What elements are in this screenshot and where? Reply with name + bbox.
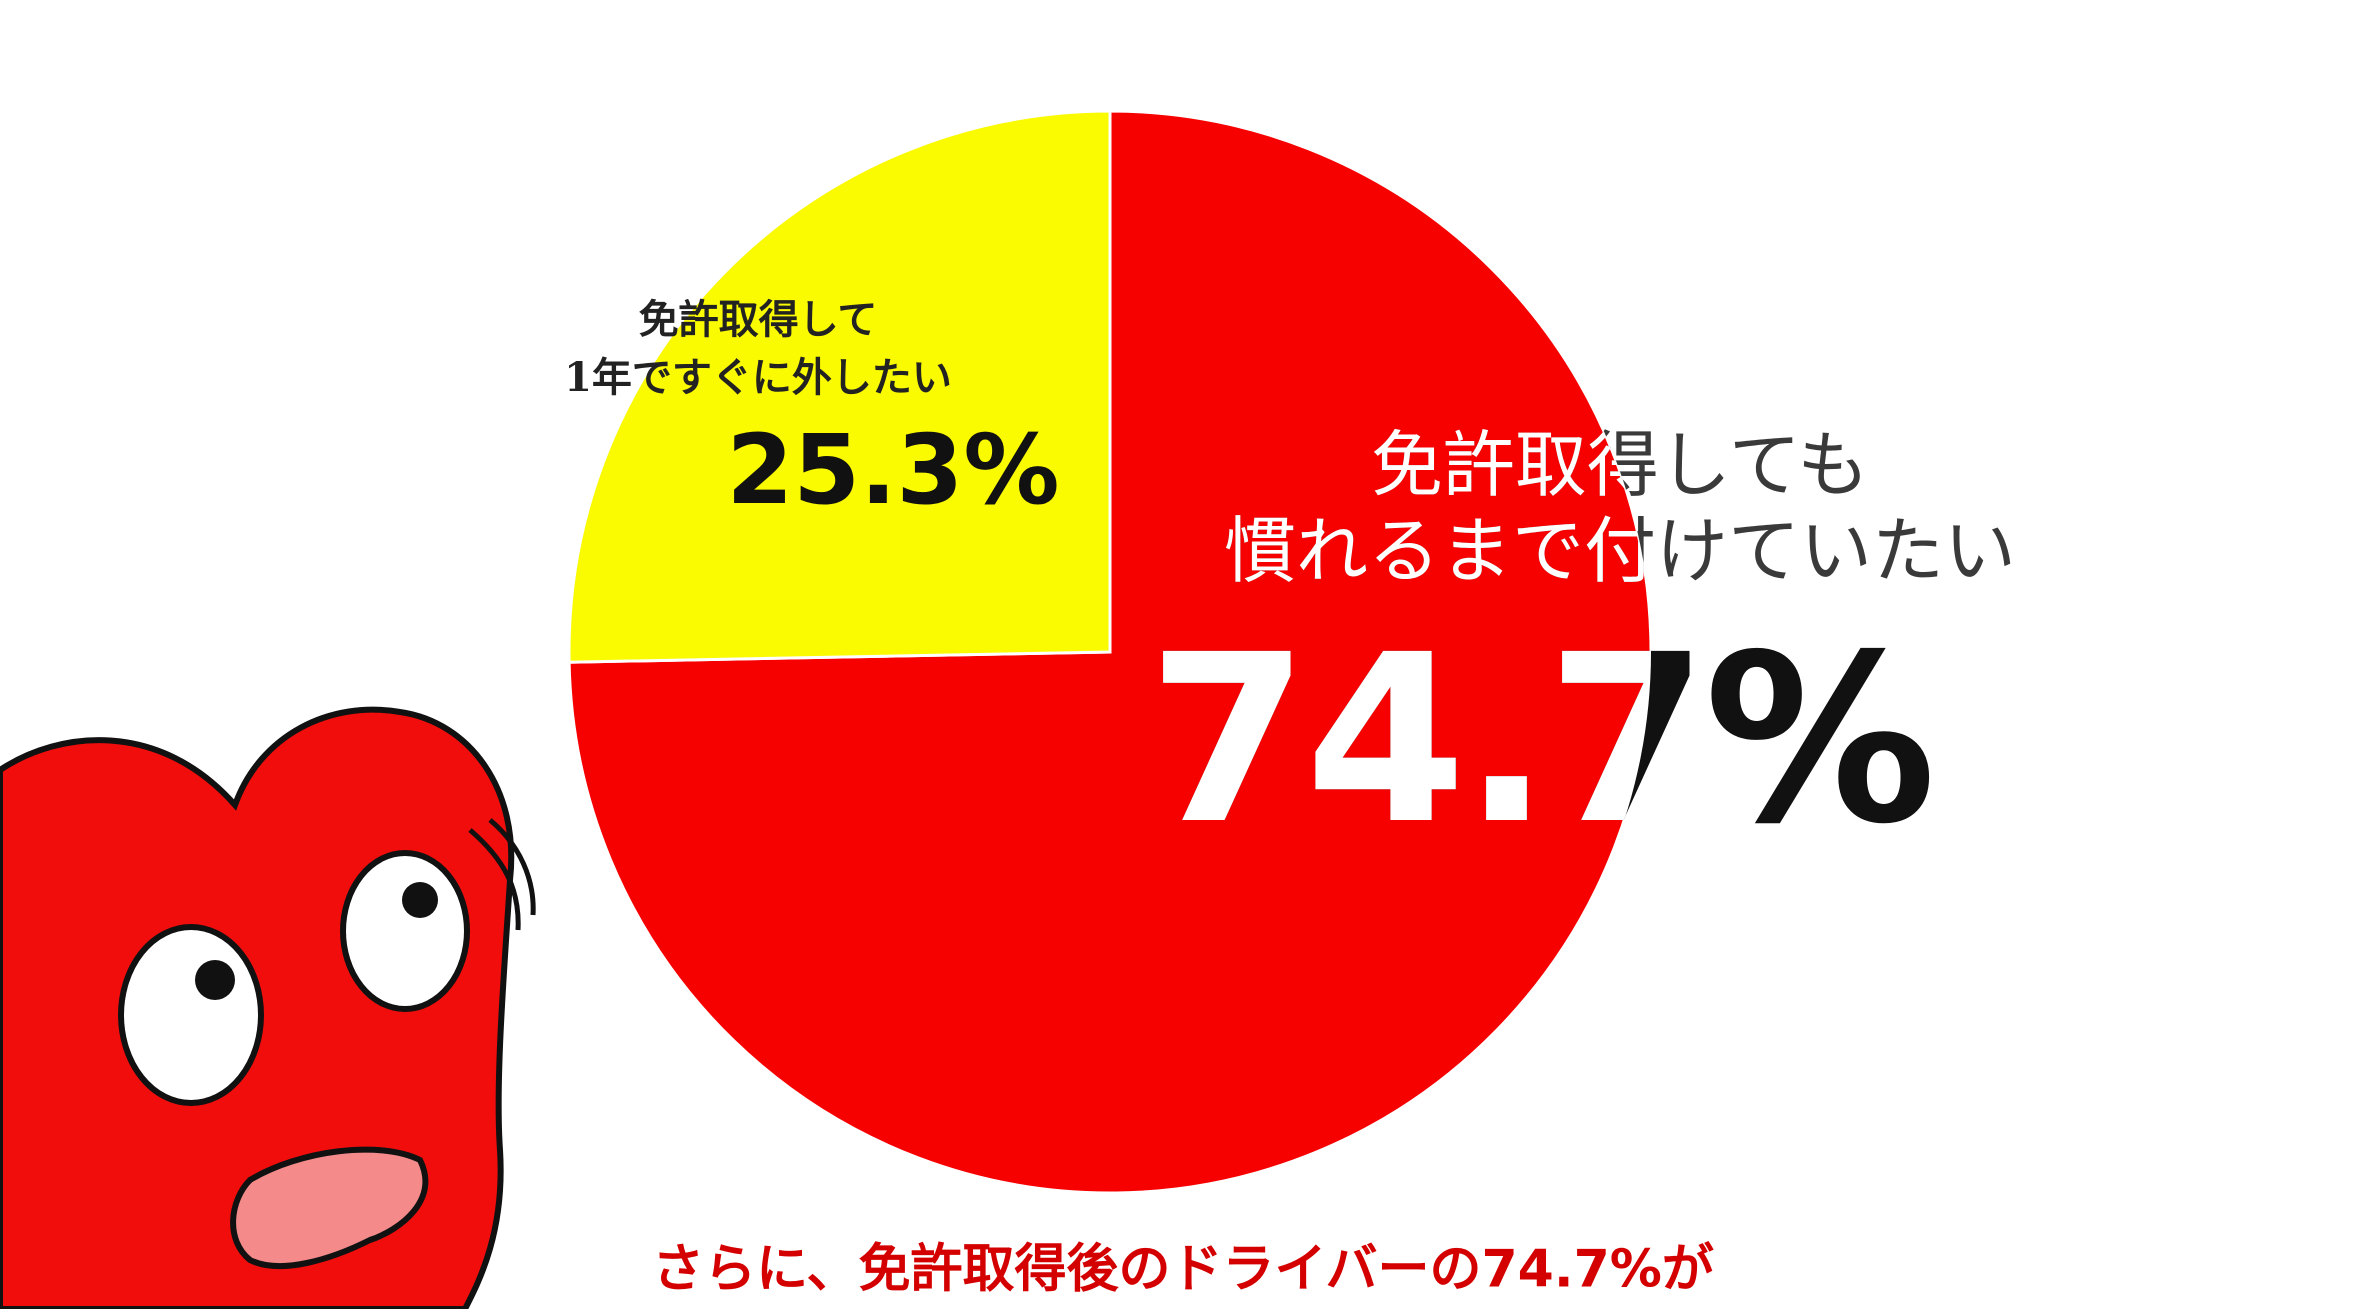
pie-slice xyxy=(567,109,1112,664)
value-label: 74.7% xyxy=(1147,605,1937,875)
slice-label: 免許取得して 1年ですぐに外したい xyxy=(564,296,952,401)
caption: さらに、免許取得後のドライバーの74.7%が xyxy=(652,1239,1714,1300)
slice-label: 免許取得しても 慣れるまで付けていたい xyxy=(1223,423,2017,593)
slice-label: 免許取得しても 慣れるまで付けていたい xyxy=(1223,423,2017,593)
value-label: 25.3% xyxy=(726,414,1060,526)
value-label: 74.7% xyxy=(1147,605,1933,875)
